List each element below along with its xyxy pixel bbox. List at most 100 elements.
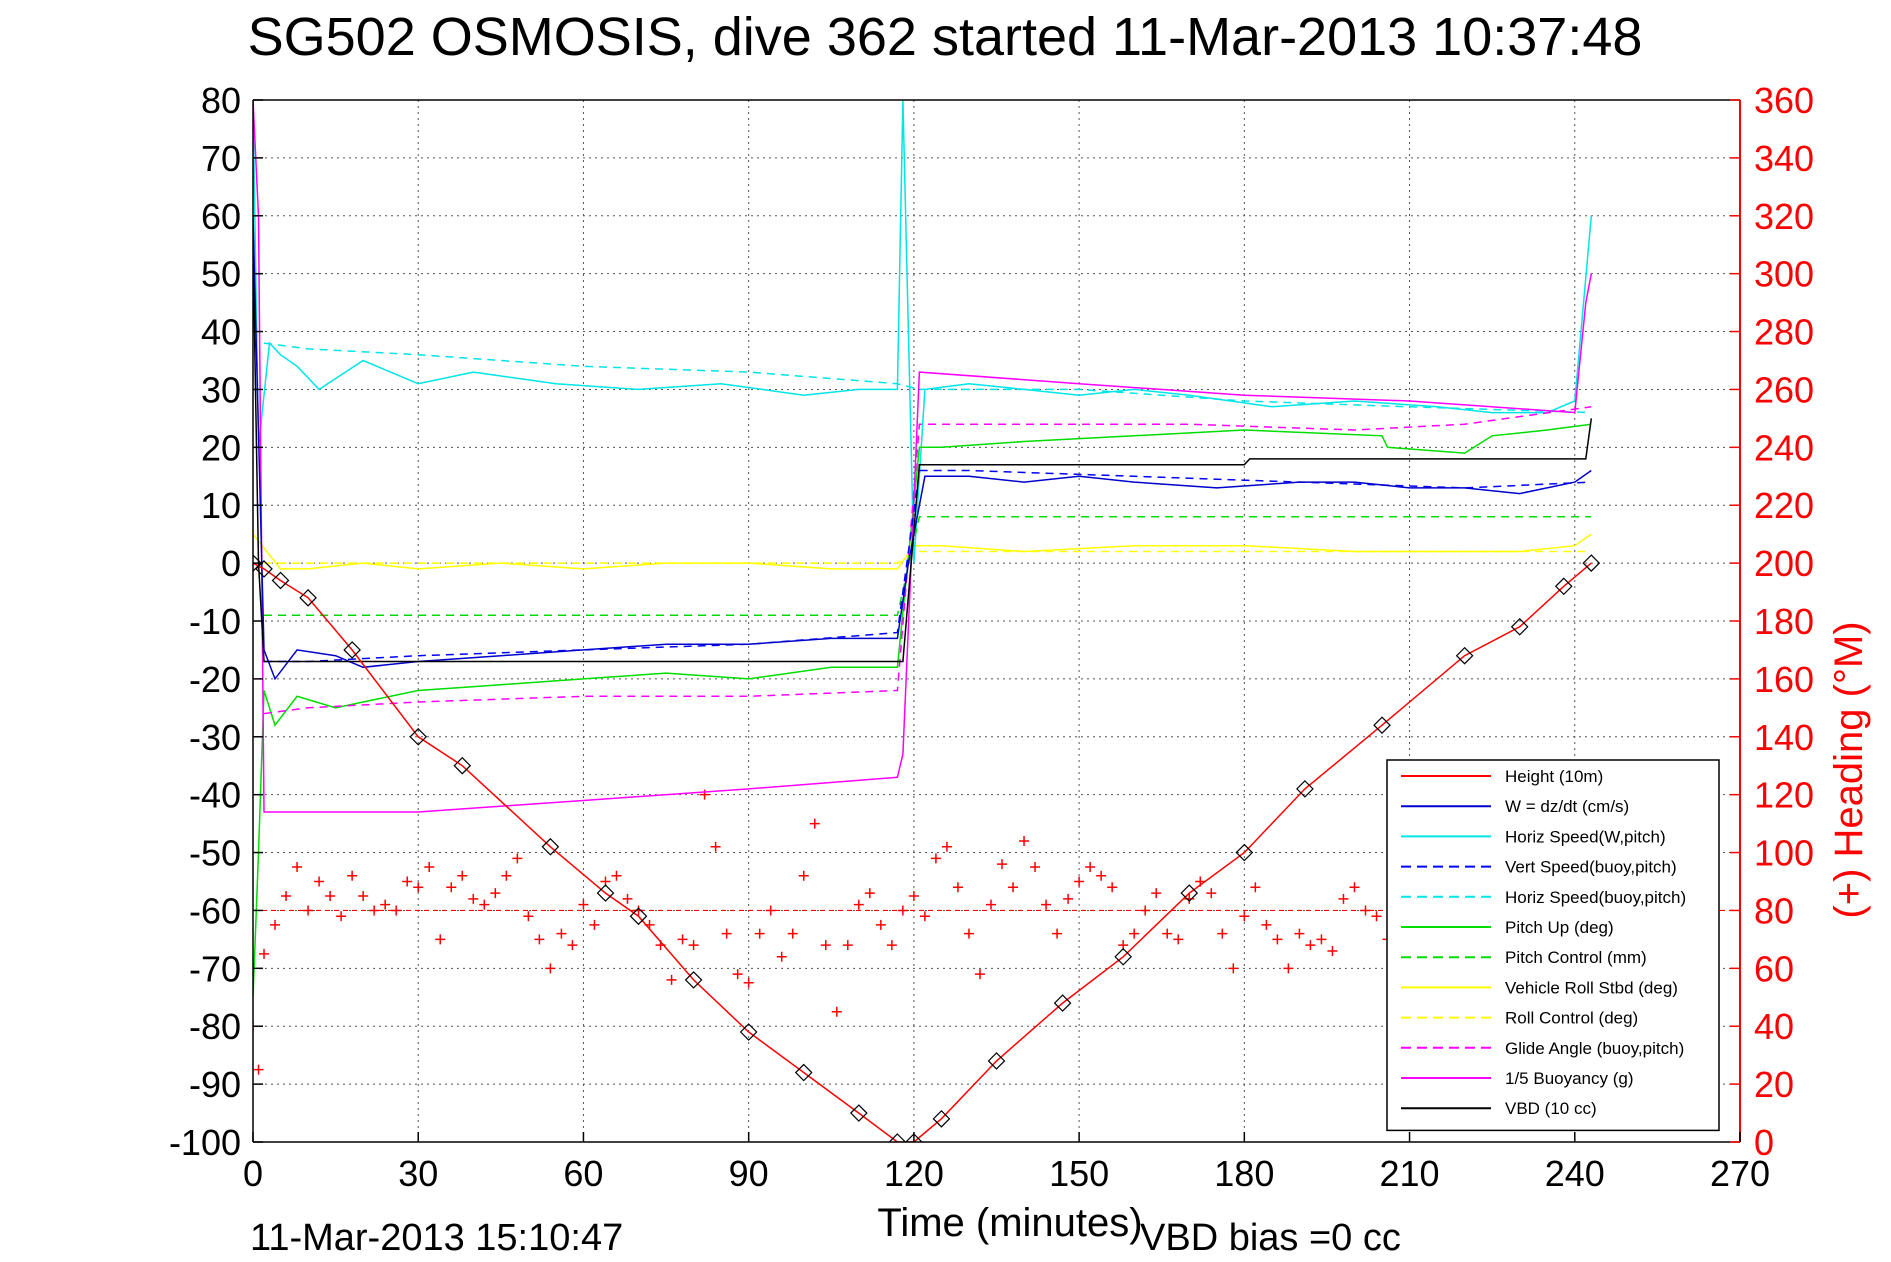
y-tick-label: 60 [201, 196, 241, 237]
heading-point [611, 870, 622, 881]
heading-point [765, 905, 776, 916]
heading-point [1272, 934, 1283, 945]
heading-point [1283, 963, 1294, 974]
heading-point [380, 899, 391, 910]
height-marker [255, 560, 273, 578]
x-tick-label: 240 [1545, 1153, 1605, 1194]
heading-point [314, 876, 325, 887]
x-tick-label: 180 [1214, 1153, 1274, 1194]
heading-point [468, 893, 479, 904]
heading-point [1019, 835, 1030, 846]
heading-point [842, 940, 853, 951]
y-tick-label: 70 [201, 138, 241, 179]
height-marker [1582, 554, 1601, 572]
axis-ticks: 0 30 60 90 120 150 180 210 240 270 80 70 60 50 40 30 20 1… [169, 80, 1814, 1194]
right-tick-label: 20 [1754, 1064, 1794, 1105]
heading-point [985, 899, 996, 910]
heading-point [864, 888, 875, 899]
heading-point [1030, 862, 1041, 873]
heading-point [292, 862, 303, 873]
legend-label: 1/5 Buoyancy (g) [1505, 1069, 1634, 1088]
series-line [253, 100, 1593, 564]
right-tick-label: 160 [1754, 659, 1814, 700]
heading-point [523, 911, 534, 922]
series-line [253, 215, 1592, 681]
heading-point [1041, 899, 1052, 910]
x-tick-label: 210 [1380, 1153, 1440, 1194]
heading-point [710, 841, 721, 852]
heading-point [512, 853, 523, 864]
heading-point [259, 948, 270, 959]
y-tick-label: 40 [201, 312, 241, 353]
x-tick-label: 30 [398, 1153, 438, 1194]
height-marker [739, 1023, 758, 1041]
heading-point [1052, 928, 1063, 939]
y-tick-label: 30 [201, 369, 241, 410]
heading-point [479, 899, 490, 910]
legend-label: Horiz Speed(W,pitch) [1505, 827, 1666, 846]
y-tick-label: -60 [189, 890, 241, 931]
heading-point [1261, 919, 1272, 930]
heading-point [1063, 893, 1074, 904]
series-line [253, 244, 1593, 663]
legend-label: Glide Angle (buoy,pitch) [1505, 1039, 1684, 1058]
heading-point [941, 841, 952, 852]
heading-point [556, 928, 567, 939]
y-tick-label: -50 [189, 833, 241, 874]
heading-point [974, 969, 985, 980]
heading-point [952, 882, 963, 893]
legend-label: Horiz Speed(buoy,pitch) [1505, 888, 1686, 907]
heading-point [1074, 876, 1085, 887]
y-tick-label: 10 [201, 485, 241, 526]
y-tick-label: 50 [201, 254, 241, 295]
heading-point [253, 1064, 264, 1075]
height-marker [299, 588, 317, 607]
height-marker [253, 554, 262, 572]
heading-point [402, 876, 413, 887]
heading-point [545, 963, 556, 974]
heading-point [578, 899, 589, 910]
heading-point [270, 919, 281, 930]
y-tick-label: -100 [169, 1122, 241, 1163]
heading-point [963, 928, 974, 939]
x-tick-label: 90 [729, 1153, 769, 1194]
heading-point [1184, 893, 1195, 904]
heading-point [358, 890, 369, 901]
heading-point [534, 934, 545, 945]
heading-point [1250, 882, 1261, 893]
y-tick-label: 20 [201, 427, 241, 468]
heading-point [743, 977, 754, 988]
footer-timestamp: 11-Mar-2013 15:10:47 [250, 1217, 623, 1259]
heading-point [1294, 928, 1305, 939]
series-line [253, 423, 1592, 998]
height-marker [541, 837, 560, 856]
height-marker [1053, 994, 1072, 1012]
series-line [264, 516, 1592, 616]
right-tick-label: 360 [1754, 80, 1814, 121]
height-marker [1455, 646, 1474, 665]
legend-label: VBD (10 cc) [1505, 1099, 1597, 1118]
y-tick-label: -20 [189, 659, 241, 700]
right-tick-label: 100 [1754, 833, 1814, 874]
right-tick-label: 80 [1754, 890, 1794, 931]
legend-label: Vehicle Roll Stbd (deg) [1505, 978, 1678, 997]
heading-point [446, 882, 457, 893]
heading-point [369, 905, 380, 916]
height-marker [1373, 716, 1391, 735]
heading-point [336, 911, 347, 922]
right-tick-label: 140 [1754, 717, 1814, 758]
y-tick-label: -30 [189, 717, 241, 758]
x-axis-label: Time (minutes) [877, 1201, 1142, 1245]
y-tick-label: -80 [189, 1006, 241, 1047]
legend-label: Pitch Up (deg) [1505, 918, 1614, 937]
heading-point [1162, 928, 1173, 939]
heading-point [875, 919, 886, 930]
right-tick-label: 200 [1754, 543, 1814, 584]
heading-point [1360, 905, 1371, 916]
right-tick-label: 280 [1754, 312, 1814, 353]
chart-title: SG502 OSMOSIS, dive 362 started 11-Mar-2… [248, 7, 1643, 67]
height-marker [1180, 884, 1199, 902]
heading-point [325, 890, 336, 901]
heading-point [1316, 934, 1327, 945]
legend-label: Pitch Control (mm) [1505, 948, 1647, 967]
